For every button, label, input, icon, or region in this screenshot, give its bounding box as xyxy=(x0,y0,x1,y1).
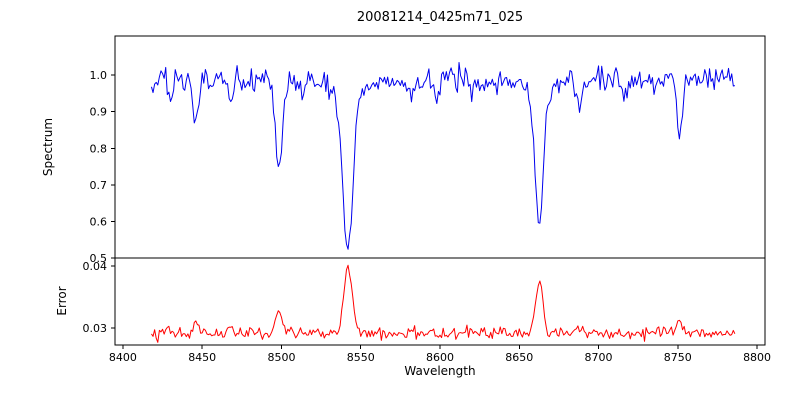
error-axis-label: Error xyxy=(55,286,69,316)
svg-text:0.03: 0.03 xyxy=(83,322,108,335)
spectrum-axis-label: Spectrum xyxy=(41,117,55,177)
svg-text:8700: 8700 xyxy=(585,351,613,364)
chart-title: 20081214_0425m71_025 xyxy=(356,10,524,25)
svg-text:0.04: 0.04 xyxy=(83,260,108,273)
svg-text:0.9: 0.9 xyxy=(90,106,108,119)
svg-text:8650: 8650 xyxy=(505,351,533,364)
svg-text:8600: 8600 xyxy=(426,351,454,364)
svg-text:8400: 8400 xyxy=(109,351,137,364)
svg-text:0.6: 0.6 xyxy=(90,215,108,228)
svg-text:0.8: 0.8 xyxy=(90,142,108,155)
svg-text:8550: 8550 xyxy=(347,351,375,364)
svg-text:0.7: 0.7 xyxy=(90,179,108,192)
svg-text:0.5: 0.5 xyxy=(90,252,108,265)
svg-text:8500: 8500 xyxy=(267,351,295,364)
svg-text:1.0: 1.0 xyxy=(90,69,108,82)
svg-text:8450: 8450 xyxy=(188,351,216,364)
svg-text:8750: 8750 xyxy=(664,351,692,364)
svg-text:8800: 8800 xyxy=(743,351,771,364)
wavelength-axis-label: Wavelength xyxy=(404,364,476,378)
